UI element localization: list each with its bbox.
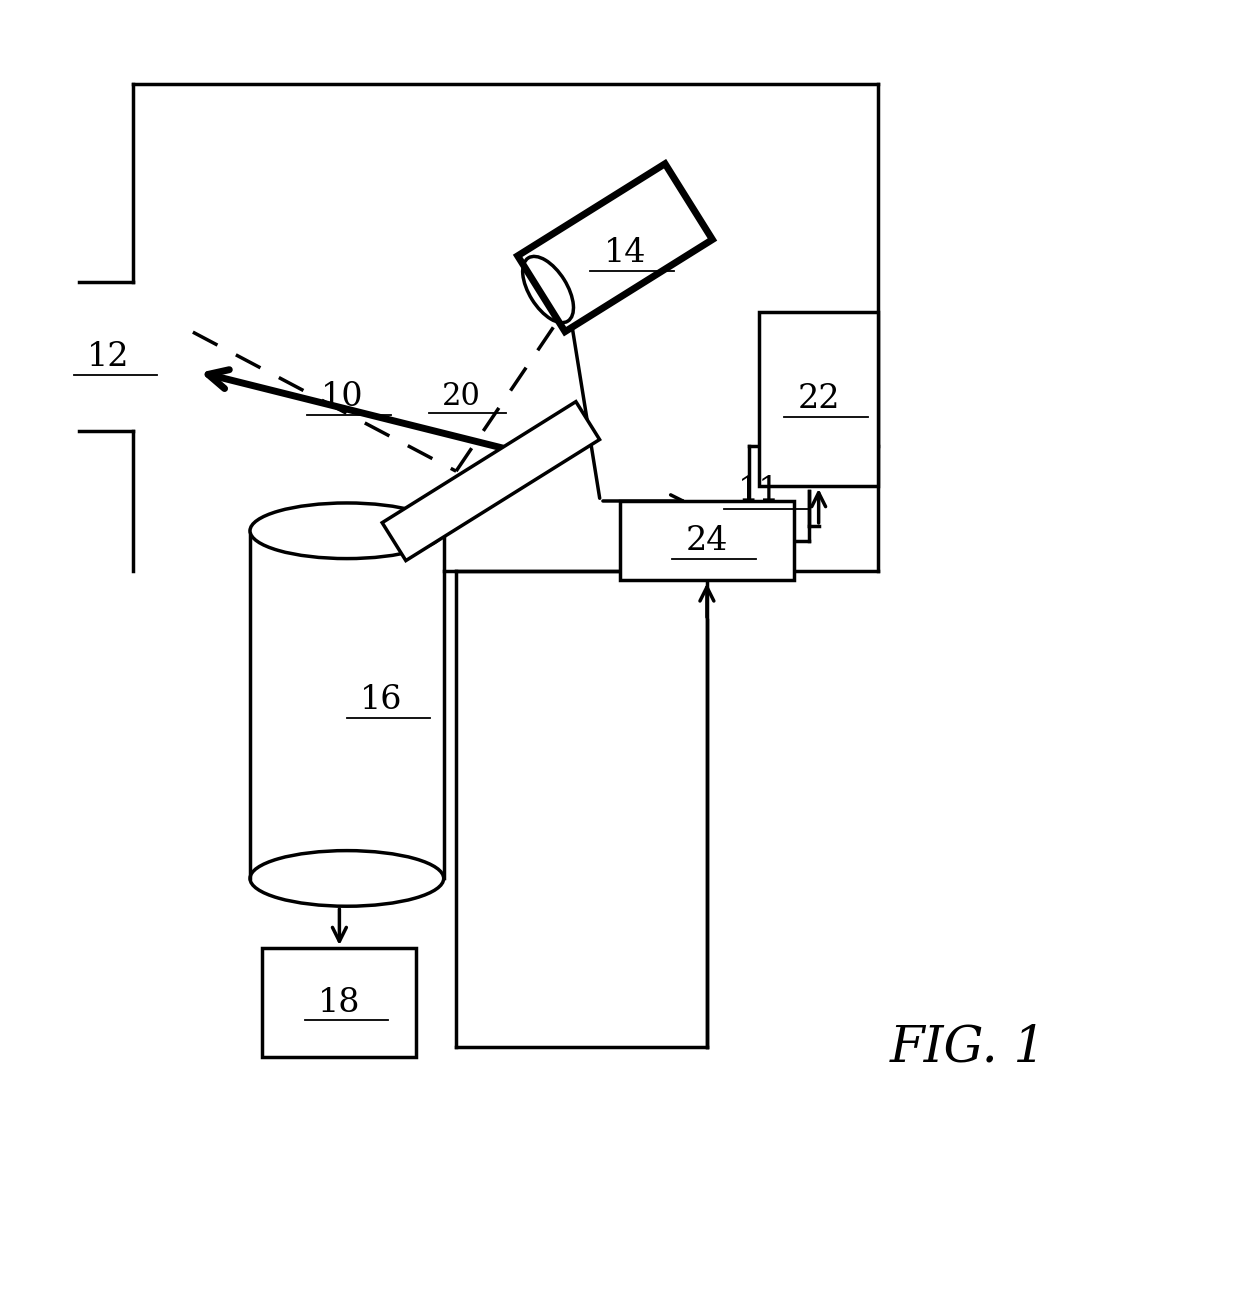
Text: 11: 11 — [738, 475, 780, 507]
Polygon shape — [517, 164, 713, 332]
Text: 20: 20 — [441, 381, 481, 412]
Polygon shape — [382, 402, 600, 560]
Bar — [759, 312, 878, 487]
Text: 14: 14 — [604, 236, 646, 269]
Text: 16: 16 — [361, 684, 403, 715]
Ellipse shape — [250, 503, 444, 559]
Text: 22: 22 — [797, 383, 839, 416]
Bar — [620, 501, 794, 581]
Text: 12: 12 — [87, 341, 130, 373]
Bar — [263, 948, 417, 1057]
Text: FIG. 1: FIG. 1 — [889, 1022, 1045, 1072]
Text: 10: 10 — [321, 381, 363, 413]
Text: 24: 24 — [686, 524, 728, 556]
Text: 18: 18 — [319, 986, 361, 1019]
